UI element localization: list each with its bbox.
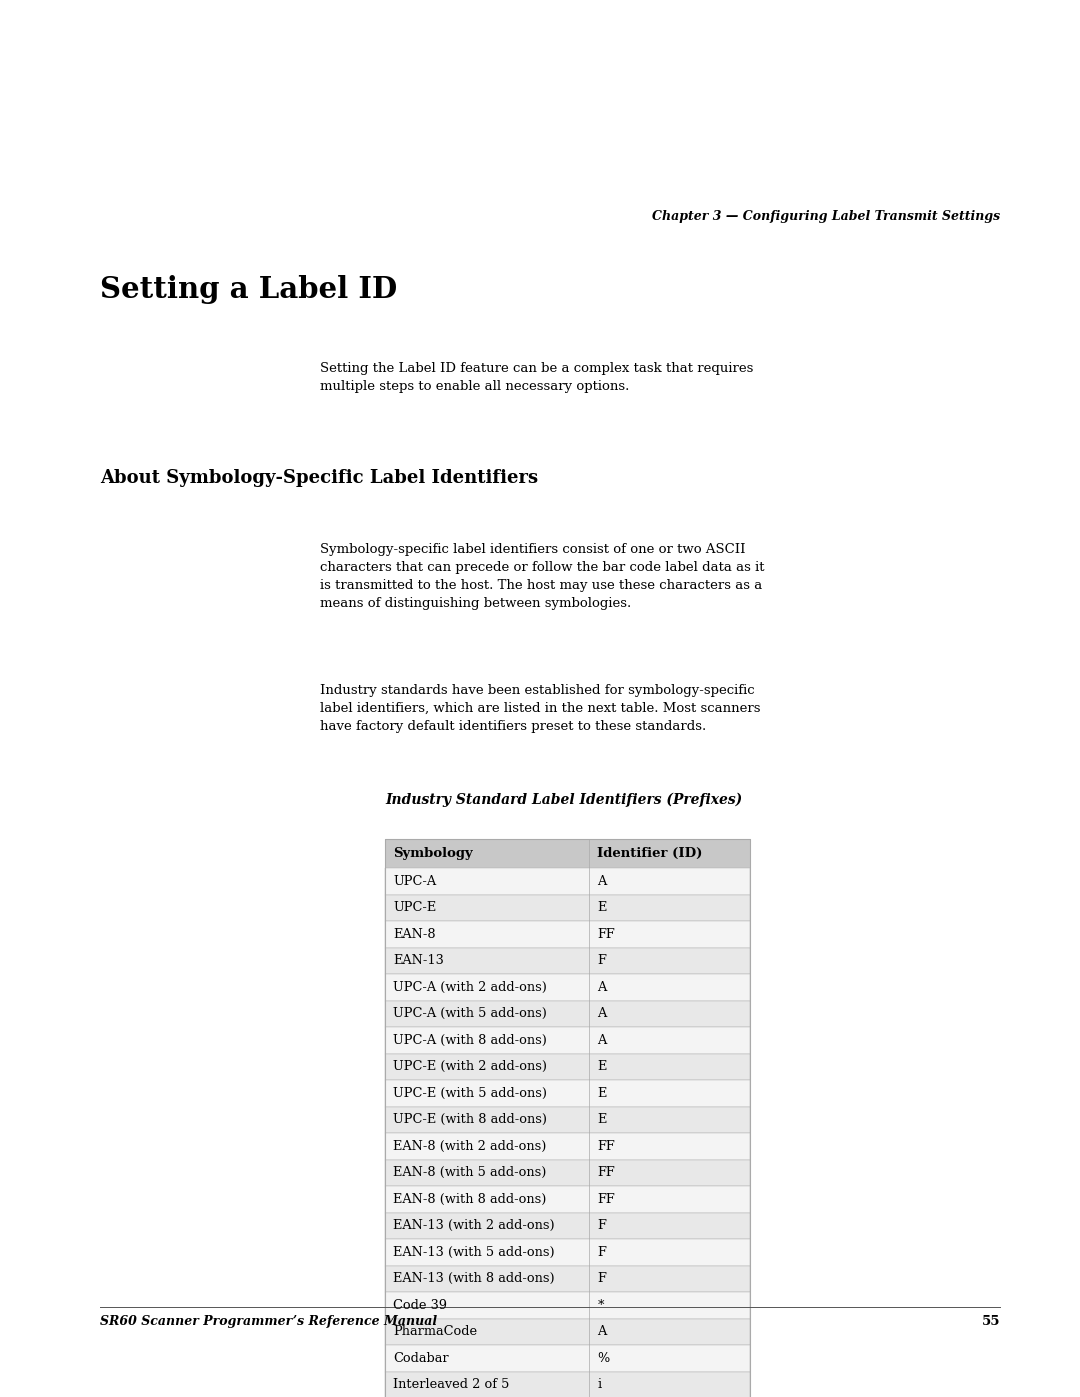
Text: Setting a Label ID: Setting a Label ID (100, 275, 397, 305)
Text: EAN-8: EAN-8 (393, 928, 435, 940)
Text: A: A (597, 1007, 607, 1020)
Text: E: E (597, 1113, 607, 1126)
Bar (384, 894, 750, 921)
Text: EAN-8 (with 5 add-ons): EAN-8 (with 5 add-ons) (393, 1166, 546, 1179)
Text: UPC-A (with 5 add-ons): UPC-A (with 5 add-ons) (393, 1007, 546, 1020)
Bar (384, 1053, 750, 1080)
Text: SR60 Scanner Programmer’s Reference Manual: SR60 Scanner Programmer’s Reference Manu… (100, 1315, 437, 1329)
Text: Industry standards have been established for symbology-specific
label identifier: Industry standards have been established… (320, 685, 760, 733)
Bar (384, 1133, 750, 1160)
Text: i: i (597, 1379, 602, 1391)
Text: EAN-13 (with 8 add-ons): EAN-13 (with 8 add-ons) (393, 1273, 555, 1285)
Text: A: A (597, 981, 607, 993)
Text: Chapter 3 — Configuring Label Transmit Settings: Chapter 3 — Configuring Label Transmit S… (652, 210, 1000, 224)
Bar (384, 947, 750, 974)
Text: UPC-E: UPC-E (393, 901, 436, 914)
Text: UPC-A: UPC-A (393, 875, 436, 887)
Bar (384, 840, 750, 868)
Text: FF: FF (597, 928, 616, 940)
Bar (384, 1027, 750, 1053)
Text: A: A (597, 875, 607, 887)
Text: %: % (597, 1352, 609, 1365)
Bar (384, 1213, 750, 1239)
Bar (384, 1160, 750, 1186)
Text: Symbology: Symbology (393, 847, 473, 861)
Text: A: A (597, 1034, 607, 1046)
Text: Codabar: Codabar (393, 1352, 448, 1365)
Text: UPC-E (with 8 add-ons): UPC-E (with 8 add-ons) (393, 1113, 546, 1126)
Text: About Symbology-Specific Label Identifiers: About Symbology-Specific Label Identifie… (100, 469, 538, 488)
Text: Code 39: Code 39 (393, 1299, 447, 1312)
Text: FF: FF (597, 1166, 616, 1179)
Text: Interleaved 2 of 5: Interleaved 2 of 5 (393, 1379, 510, 1391)
Text: E: E (597, 901, 607, 914)
Text: F: F (597, 954, 606, 967)
Text: F: F (597, 1273, 606, 1285)
Text: E: E (597, 1087, 607, 1099)
Bar (384, 1106, 750, 1133)
Text: EAN-8 (with 2 add-ons): EAN-8 (with 2 add-ons) (393, 1140, 546, 1153)
Text: UPC-E (with 5 add-ons): UPC-E (with 5 add-ons) (393, 1087, 546, 1099)
Text: UPC-A (with 8 add-ons): UPC-A (with 8 add-ons) (393, 1034, 546, 1046)
Text: EAN-8 (with 8 add-ons): EAN-8 (with 8 add-ons) (393, 1193, 546, 1206)
Text: 55: 55 (982, 1315, 1000, 1329)
Bar (384, 868, 750, 894)
Bar (384, 974, 750, 1000)
Bar (384, 1266, 750, 1292)
Bar (384, 1319, 750, 1345)
Text: EAN-13 (with 2 add-ons): EAN-13 (with 2 add-ons) (393, 1220, 555, 1232)
Text: EAN-13: EAN-13 (393, 954, 444, 967)
Bar (384, 921, 750, 947)
Bar (384, 1345, 750, 1372)
Text: Industry Standard Label Identifiers (Prefixes): Industry Standard Label Identifiers (Pre… (384, 793, 742, 807)
Bar (384, 1186, 750, 1213)
Text: Setting the Label ID feature can be a complex task that requires
multiple steps : Setting the Label ID feature can be a co… (320, 362, 754, 393)
Bar (384, 1292, 750, 1319)
Bar (384, 1000, 750, 1027)
Text: FF: FF (597, 1193, 616, 1206)
Text: A: A (597, 1326, 607, 1338)
Bar (384, 1080, 750, 1106)
Text: E: E (597, 1060, 607, 1073)
Text: FF: FF (597, 1140, 616, 1153)
Text: PharmaCode: PharmaCode (393, 1326, 477, 1338)
Text: F: F (597, 1220, 606, 1232)
Bar (384, 1372, 750, 1397)
Bar (384, 1239, 750, 1266)
Text: EAN-13 (with 5 add-ons): EAN-13 (with 5 add-ons) (393, 1246, 555, 1259)
Text: Symbology-specific label identifiers consist of one or two ASCII
characters that: Symbology-specific label identifiers con… (320, 543, 765, 610)
Text: F: F (597, 1246, 606, 1259)
Bar (384, 840, 750, 1397)
Text: UPC-A (with 2 add-ons): UPC-A (with 2 add-ons) (393, 981, 546, 993)
Text: UPC-E (with 2 add-ons): UPC-E (with 2 add-ons) (393, 1060, 546, 1073)
Text: Identifier (ID): Identifier (ID) (597, 847, 703, 861)
Text: *: * (597, 1299, 604, 1312)
